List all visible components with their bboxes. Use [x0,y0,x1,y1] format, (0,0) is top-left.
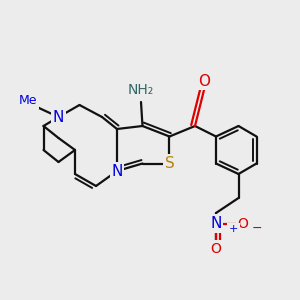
Text: N: N [111,164,123,178]
Text: O: O [198,74,210,88]
Text: Me: Me [19,94,38,107]
Text: O: O [211,242,221,256]
Text: NH₂: NH₂ [128,83,154,97]
Text: O: O [238,217,248,230]
Text: −: − [252,222,262,236]
Text: N: N [210,216,222,231]
Text: S: S [165,156,174,171]
Text: +: + [229,224,238,234]
Text: N: N [53,110,64,124]
